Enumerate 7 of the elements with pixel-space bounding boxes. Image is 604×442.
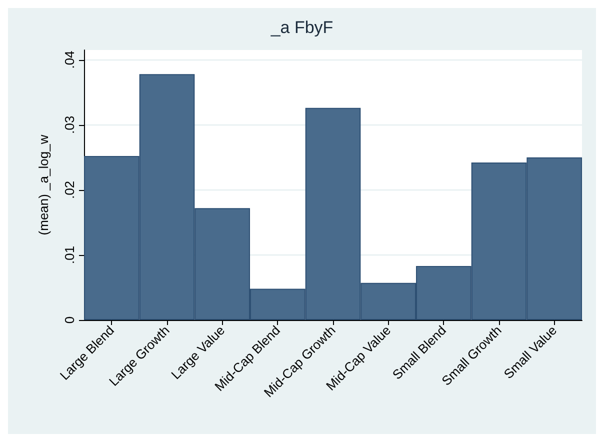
y-tick-label: 0 (62, 316, 77, 324)
y-tick-label: .03 (62, 116, 77, 134)
y-axis-title: (mean) _a_log_w (36, 134, 51, 236)
chart-title: _a FbyF (270, 18, 334, 37)
y-tick-label: .04 (62, 50, 77, 69)
y-tick-label: .01 (62, 246, 77, 264)
y-tick-label: .02 (62, 180, 77, 199)
